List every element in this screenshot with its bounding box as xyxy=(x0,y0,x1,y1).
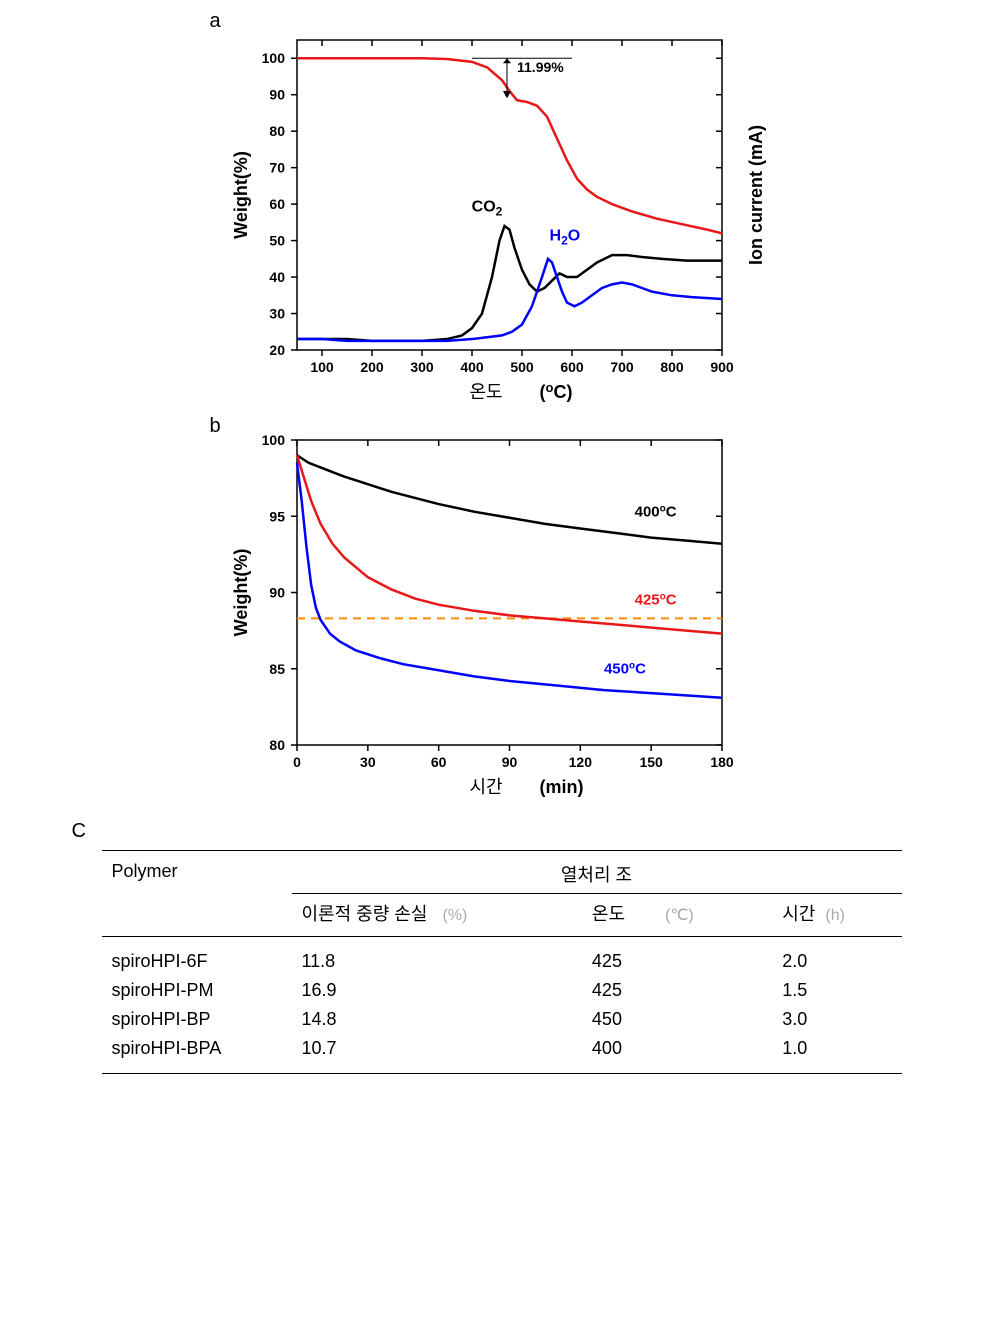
panel-c-label: C xyxy=(72,820,86,843)
svg-text:85: 85 xyxy=(269,661,285,677)
svg-text:900: 900 xyxy=(710,359,734,375)
svg-text:시간: 시간 xyxy=(469,777,502,797)
svg-text:(min): (min) xyxy=(539,777,583,797)
svg-text:50: 50 xyxy=(269,233,285,249)
svg-text:500: 500 xyxy=(510,359,534,375)
svg-text:90: 90 xyxy=(269,87,285,103)
cell-temp: 450 xyxy=(582,1005,772,1034)
table-header-polymer: Polymer xyxy=(102,851,292,937)
chart-a: 100 200 300 400 500 600 700 800 900 20 30 40 50 60 70 8… xyxy=(222,20,782,410)
cell-polymer: spiroHPI-BPA xyxy=(102,1034,292,1074)
subheader-temp-text: 온도 xyxy=(592,904,625,924)
panel-a-wrapper: a 10020030040050060070080090020304050607… xyxy=(222,20,782,415)
svg-text:90: 90 xyxy=(501,754,517,770)
svg-text:(oC): (oC) xyxy=(539,380,572,402)
svg-text:180: 180 xyxy=(710,754,734,770)
subheader-temp-unit: (℃) xyxy=(665,907,694,924)
svg-text:450oC: 450oC xyxy=(603,660,645,677)
svg-text:120: 120 xyxy=(568,754,592,770)
cell-time: 1.5 xyxy=(772,976,901,1005)
svg-text:0: 0 xyxy=(293,754,301,770)
cell-loss: 10.7 xyxy=(292,1034,582,1074)
svg-text:400: 400 xyxy=(460,359,484,375)
cell-loss: 14.8 xyxy=(292,1005,582,1034)
cell-time: 2.0 xyxy=(772,937,901,977)
svg-text:100: 100 xyxy=(261,50,285,66)
svg-text:11.99%: 11.99% xyxy=(517,59,564,75)
cell-polymer: spiroHPI-BP xyxy=(102,1005,292,1034)
svg-text:Weight(%): Weight(%) xyxy=(231,549,251,637)
table-row: spiroHPI-6F 11.8 425 2.0 xyxy=(102,937,902,977)
svg-text:150: 150 xyxy=(639,754,663,770)
subheader-time-text: 시간 xyxy=(782,904,815,924)
panel-b-wrapper: b 030609012015018080859095100400oC425oC4… xyxy=(222,425,782,810)
cell-loss: 16.9 xyxy=(292,976,582,1005)
table-header-treatment: 열처리 조 xyxy=(292,851,902,894)
svg-text:600: 600 xyxy=(560,359,584,375)
svg-text:700: 700 xyxy=(610,359,634,375)
cell-polymer: spiroHPI-6F xyxy=(102,937,292,977)
data-table: Polymer 열처리 조 이론적 중량 손실 (%) 온도 (℃) 시간 (h… xyxy=(102,850,902,1074)
svg-text:60: 60 xyxy=(269,196,285,212)
svg-text:70: 70 xyxy=(269,160,285,176)
svg-text:80: 80 xyxy=(269,737,285,753)
table-subheader-loss: 이론적 중량 손실 (%) xyxy=(292,894,582,937)
svg-text:30: 30 xyxy=(269,306,285,322)
svg-text:80: 80 xyxy=(269,123,285,139)
subheader-loss-text: 이론적 중량 손실 xyxy=(302,904,428,924)
cell-temp: 425 xyxy=(582,976,772,1005)
table-row: spiroHPI-BPA 10.7 400 1.0 xyxy=(102,1034,902,1074)
svg-text:425oC: 425oC xyxy=(634,592,676,609)
cell-loss: 11.8 xyxy=(292,937,582,977)
chart-b: 0 30 60 90 120 150 180 80 85 90 95 100 400oC 425oC 450… xyxy=(222,425,782,805)
svg-text:800: 800 xyxy=(660,359,684,375)
panel-b-label: b xyxy=(210,415,221,438)
svg-text:온도: 온도 xyxy=(469,382,502,402)
panel-a-label: a xyxy=(210,10,221,33)
svg-text:100: 100 xyxy=(310,359,334,375)
cell-time: 3.0 xyxy=(772,1005,901,1034)
svg-text:95: 95 xyxy=(269,508,285,524)
svg-text:60: 60 xyxy=(430,754,446,770)
svg-text:40: 40 xyxy=(269,269,285,285)
figure-container: a 10020030040050060070080090020304050607… xyxy=(20,20,983,1074)
table-row: spiroHPI-BP 14.8 450 3.0 xyxy=(102,1005,902,1034)
svg-text:90: 90 xyxy=(269,585,285,601)
svg-text:400oC: 400oC xyxy=(634,503,676,520)
table-subheader-temp: 온도 (℃) xyxy=(582,894,772,937)
panel-c-wrapper: C Polymer 열처리 조 이론적 중량 손실 (%) 온도 (℃) 시간 xyxy=(102,850,902,1074)
cell-time: 1.0 xyxy=(772,1034,901,1074)
svg-text:100: 100 xyxy=(261,432,285,448)
svg-text:20: 20 xyxy=(269,342,285,358)
table-row: spiroHPI-PM 16.9 425 1.5 xyxy=(102,976,902,1005)
subheader-loss-unit: (%) xyxy=(442,907,467,924)
svg-text:Weight(%): Weight(%) xyxy=(231,151,251,239)
svg-text:Ion current (mA): Ion current (mA) xyxy=(746,125,766,265)
svg-text:30: 30 xyxy=(360,754,376,770)
cell-polymer: spiroHPI-PM xyxy=(102,976,292,1005)
svg-text:300: 300 xyxy=(410,359,434,375)
subheader-time-unit: (h) xyxy=(825,907,845,924)
cell-temp: 400 xyxy=(582,1034,772,1074)
cell-temp: 425 xyxy=(582,937,772,977)
table-subheader-time: 시간 (h) xyxy=(772,894,901,937)
svg-text:200: 200 xyxy=(360,359,384,375)
